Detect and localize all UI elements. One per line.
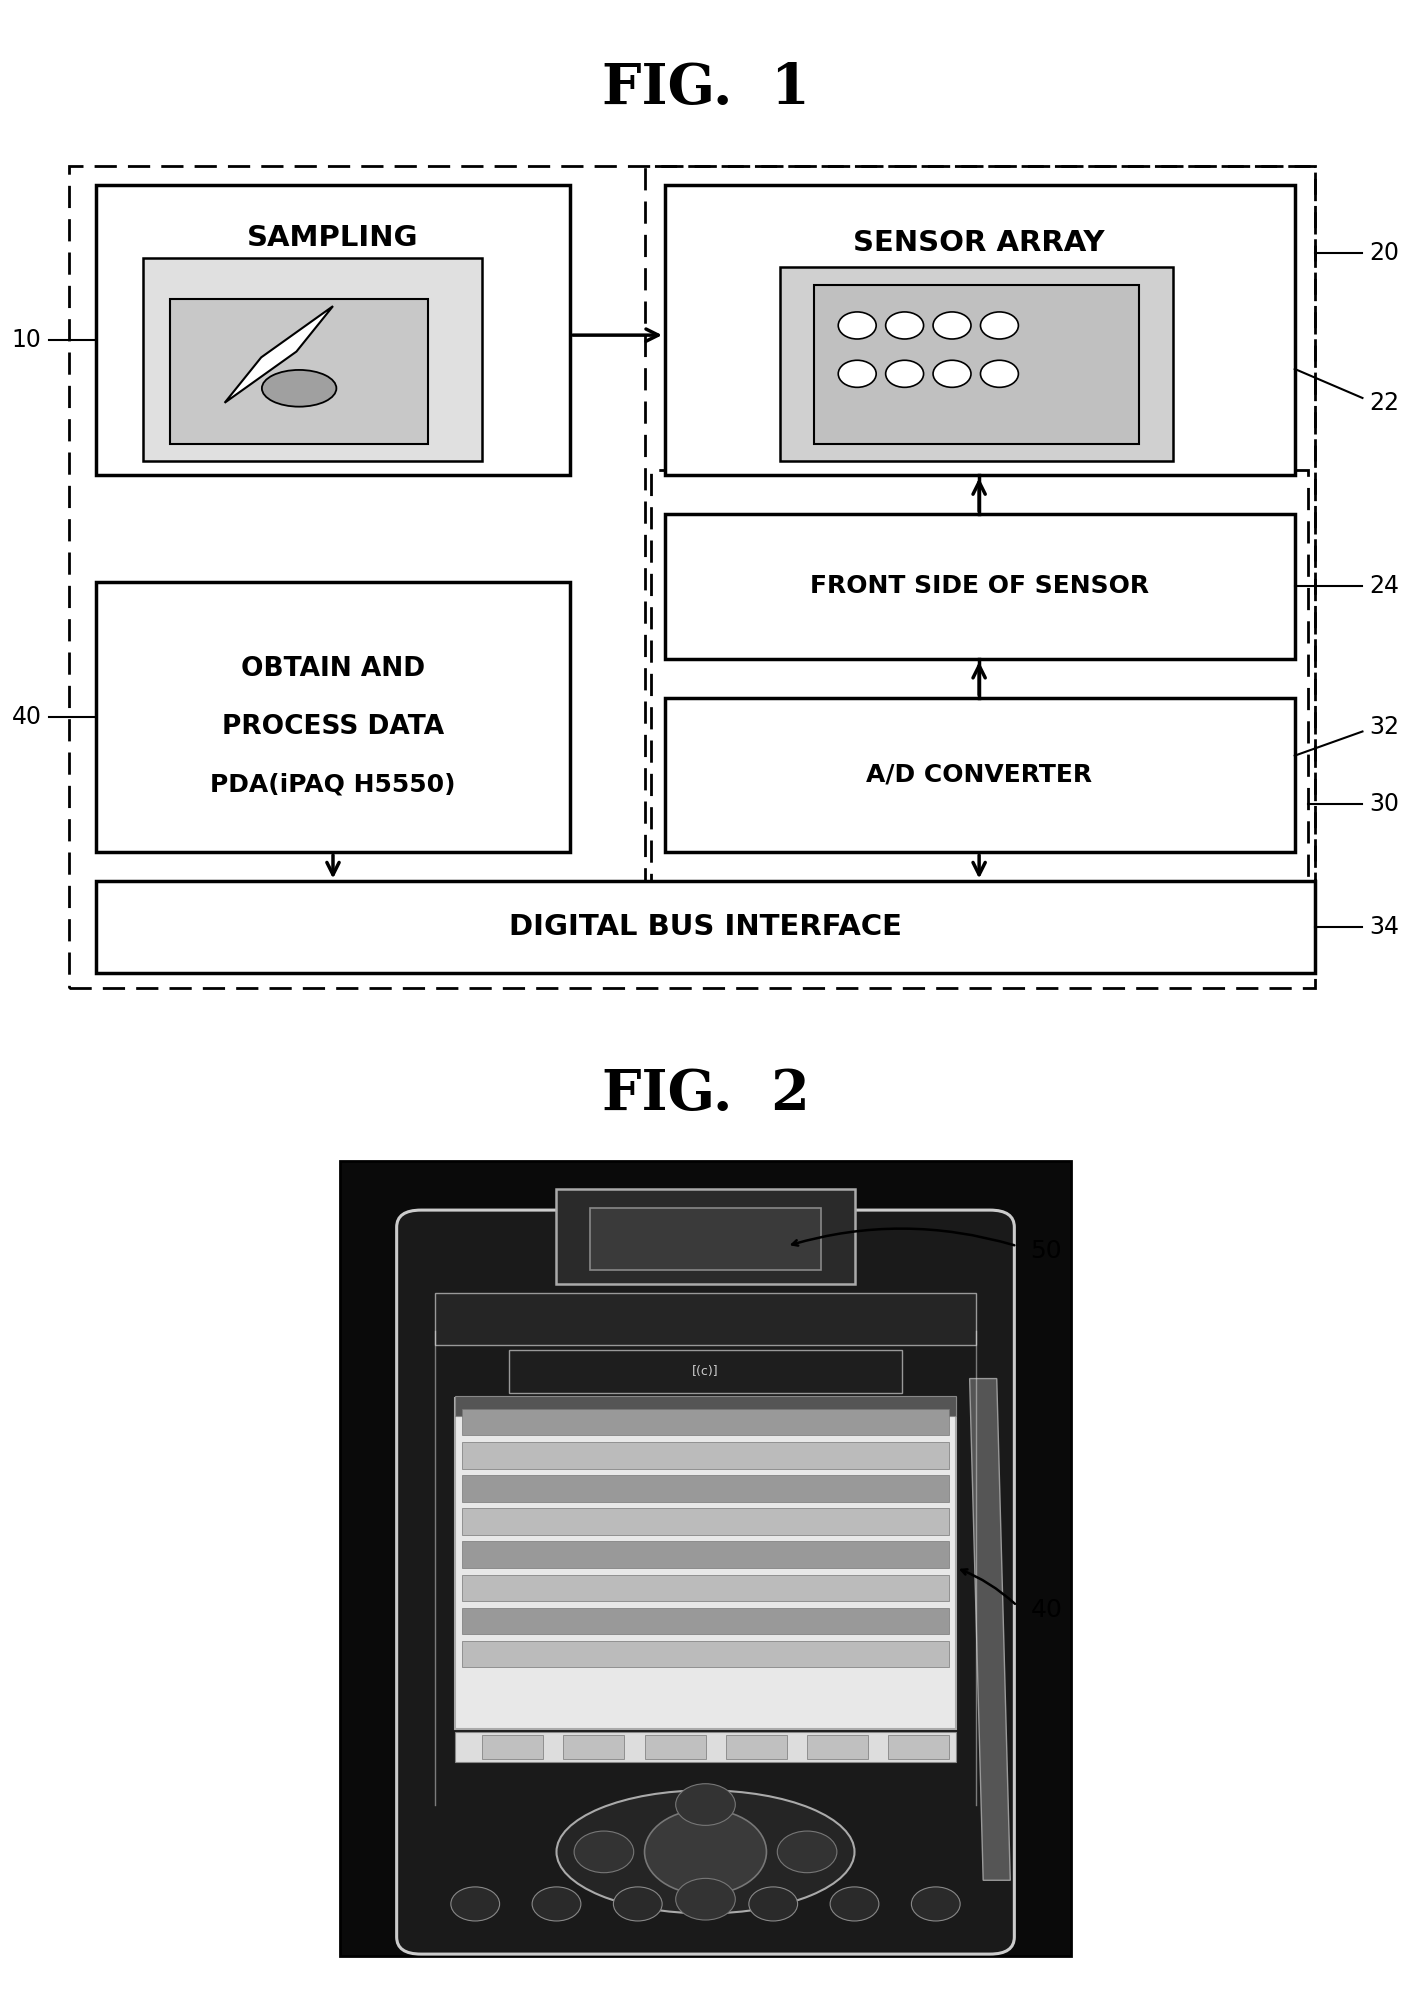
Text: 22: 22 <box>1369 391 1400 415</box>
Circle shape <box>830 1887 879 1921</box>
FancyBboxPatch shape <box>96 582 570 852</box>
Text: A/D CONVERTER: A/D CONVERTER <box>866 763 1092 787</box>
Ellipse shape <box>556 1790 855 1913</box>
Circle shape <box>886 312 924 338</box>
FancyBboxPatch shape <box>807 1736 868 1758</box>
Polygon shape <box>969 1378 1010 1881</box>
FancyBboxPatch shape <box>665 697 1295 852</box>
FancyBboxPatch shape <box>144 258 483 461</box>
FancyBboxPatch shape <box>96 882 1315 973</box>
FancyBboxPatch shape <box>435 1293 976 1345</box>
FancyBboxPatch shape <box>665 185 1295 475</box>
FancyBboxPatch shape <box>563 1736 624 1758</box>
FancyBboxPatch shape <box>665 514 1295 659</box>
FancyBboxPatch shape <box>461 1474 950 1502</box>
FancyBboxPatch shape <box>461 1410 950 1436</box>
FancyBboxPatch shape <box>645 1736 706 1758</box>
FancyBboxPatch shape <box>396 1210 1015 1954</box>
Text: 10: 10 <box>11 328 42 352</box>
Circle shape <box>749 1887 797 1921</box>
FancyBboxPatch shape <box>171 300 428 445</box>
FancyBboxPatch shape <box>590 1208 821 1269</box>
Circle shape <box>645 1809 766 1895</box>
Text: 20: 20 <box>1369 242 1400 266</box>
Text: OBTAIN AND: OBTAIN AND <box>241 657 425 681</box>
Polygon shape <box>224 306 333 403</box>
Text: 40: 40 <box>11 705 42 729</box>
FancyBboxPatch shape <box>509 1349 902 1394</box>
Circle shape <box>676 1784 735 1825</box>
Text: SENSOR ARRAY: SENSOR ARRAY <box>854 230 1105 258</box>
Text: DIGITAL BUS INTERFACE: DIGITAL BUS INTERFACE <box>509 912 902 941</box>
Text: 32: 32 <box>1369 715 1400 739</box>
Circle shape <box>886 361 924 387</box>
FancyBboxPatch shape <box>454 1398 957 1728</box>
Circle shape <box>777 1831 837 1873</box>
Text: FIG.  2: FIG. 2 <box>601 1067 810 1122</box>
Ellipse shape <box>262 371 336 407</box>
FancyBboxPatch shape <box>814 284 1139 445</box>
FancyBboxPatch shape <box>461 1641 950 1668</box>
Circle shape <box>452 1887 499 1921</box>
FancyBboxPatch shape <box>461 1442 950 1468</box>
FancyBboxPatch shape <box>889 1736 950 1758</box>
Text: 34: 34 <box>1369 914 1400 939</box>
Circle shape <box>933 361 971 387</box>
FancyBboxPatch shape <box>780 268 1173 461</box>
FancyBboxPatch shape <box>461 1508 950 1535</box>
Text: 24: 24 <box>1369 574 1400 598</box>
Circle shape <box>676 1879 735 1919</box>
FancyBboxPatch shape <box>461 1575 950 1601</box>
FancyBboxPatch shape <box>556 1188 855 1285</box>
Circle shape <box>981 312 1019 338</box>
Text: FIG.  1: FIG. 1 <box>601 60 810 117</box>
Text: PROCESS DATA: PROCESS DATA <box>222 713 444 739</box>
Text: 50: 50 <box>1030 1239 1062 1263</box>
Circle shape <box>574 1831 634 1873</box>
FancyBboxPatch shape <box>461 1541 950 1567</box>
Text: SAMPLING: SAMPLING <box>247 224 419 252</box>
Text: FRONT SIDE OF SENSOR: FRONT SIDE OF SENSOR <box>810 574 1149 598</box>
Circle shape <box>912 1887 959 1921</box>
Text: [(c)]: [(c)] <box>693 1365 718 1378</box>
Circle shape <box>981 361 1019 387</box>
Circle shape <box>838 312 876 338</box>
Circle shape <box>933 312 971 338</box>
FancyBboxPatch shape <box>461 1607 950 1633</box>
Circle shape <box>838 361 876 387</box>
Text: 30: 30 <box>1369 792 1400 816</box>
Circle shape <box>614 1887 662 1921</box>
FancyBboxPatch shape <box>96 185 570 475</box>
Text: PDA(iPAQ H5550): PDA(iPAQ H5550) <box>210 773 456 798</box>
FancyBboxPatch shape <box>725 1736 787 1758</box>
FancyBboxPatch shape <box>454 1396 957 1416</box>
Text: 40: 40 <box>1030 1599 1062 1623</box>
FancyBboxPatch shape <box>483 1736 543 1758</box>
FancyBboxPatch shape <box>340 1160 1071 1956</box>
FancyBboxPatch shape <box>454 1732 957 1762</box>
Circle shape <box>532 1887 581 1921</box>
